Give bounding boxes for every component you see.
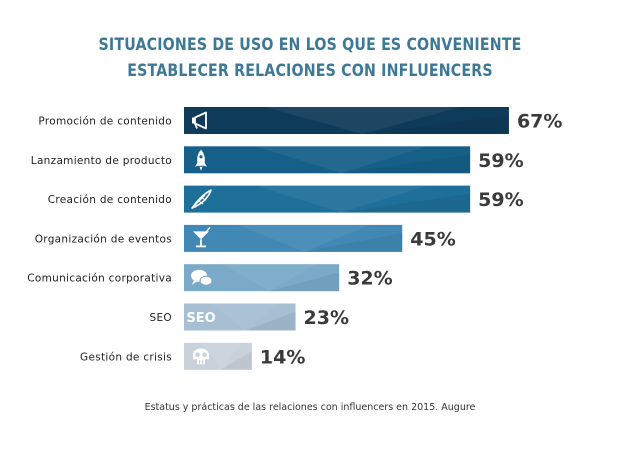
megaphone-icon [192,111,207,130]
bar [184,303,296,331]
category-label: Promoción de contenido [38,116,172,128]
bar-facet [304,233,403,252]
cocktail-icon [193,226,211,248]
bar-group: SEO [184,303,296,331]
bar-facet [255,185,428,213]
bar-facet [255,146,428,174]
bar [184,224,403,252]
value-label: 14% [260,346,305,368]
chart-title: SITUACIONES DE USO EN LOS QUE ES CONVENI… [43,32,576,84]
bar-facet [341,193,471,213]
chart-source: Estatus y prácticas de las relaciones co… [144,402,476,413]
value-label: 23% [304,307,349,329]
bar-group [184,107,509,134]
category-label: Lanzamiento de producto [31,155,172,167]
chart-title-line-2: ESTABLECER RELACIONES CON INFLUENCERS [127,61,493,80]
bar-facet [222,264,316,292]
category-label: SEO [150,312,172,324]
bar-facet [269,272,340,292]
rocket-icon [195,149,207,171]
bar-facet [238,224,370,252]
chart-title-line-1: SITUACIONES DE USO EN LOS QUE ES CONVENI… [98,35,522,54]
bar-group [184,185,471,213]
bar-facet [341,154,471,174]
bar-facet [362,115,509,134]
value-label: 32% [347,268,392,290]
category-label: Creación de contenido [48,194,172,206]
bar-group [184,264,340,292]
bar-facet [221,350,252,370]
speech-bubbles-icon [191,269,213,286]
category-label: Comunicación corporativa [27,273,172,285]
value-label: 67% [517,111,562,133]
skull-icon [193,348,209,365]
quill-icon [191,189,212,209]
bar-group [184,224,403,252]
bar-facet [211,303,279,331]
seo-icon-text: SEO [186,311,215,326]
category-label: Gestión de crisis [80,351,172,363]
value-label: 45% [410,228,455,250]
bar-facet [245,311,296,331]
bar-group [184,146,471,174]
bar [184,107,509,134]
value-label: 59% [478,189,523,211]
bar [184,146,471,174]
bar [184,185,471,213]
bar-group [184,342,252,370]
category-label: Organización de eventos [35,233,172,245]
bar-facet [200,342,242,370]
bar-facet [265,107,461,134]
seo-icon: SEO [186,311,215,326]
value-label: 59% [478,150,523,172]
